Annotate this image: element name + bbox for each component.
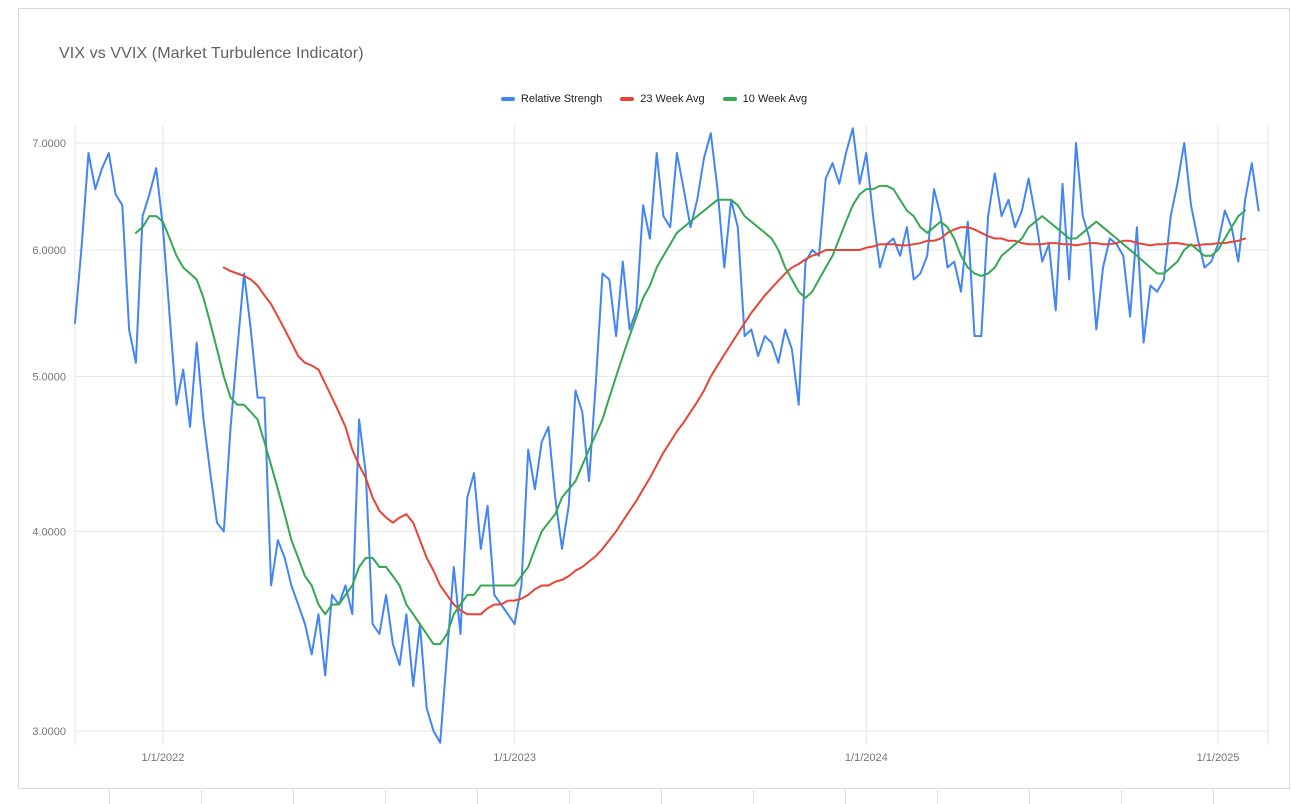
legend-swatch-red [620, 97, 635, 101]
legend-label-relative-strength: Relative Strengh [520, 93, 603, 105]
x-axis-label: 1/1/2022 [142, 752, 185, 764]
legend-item-10-week-avg[interactable]: 10 Week Avg [722, 93, 808, 105]
chart-legend: Relative Strengh 23 Week Avg 10 Week Avg [19, 93, 1289, 105]
series-line-10-week-avg [134, 184, 1247, 646]
spreadsheet-grid-row[interactable] [18, 790, 1292, 804]
y-axis-label: 3.0000 [32, 726, 66, 738]
legend-label-23-week-avg: 23 Week Avg [640, 93, 705, 105]
chart-title: VIX vs VVIX (Market Turbulence Indicator… [59, 45, 364, 62]
y-axis-label: 7.0000 [32, 138, 66, 150]
series-line-relative-strengh [74, 127, 1260, 744]
legend-swatch-green [722, 97, 737, 101]
legend-item-relative-strength[interactable]: Relative Strengh [500, 93, 603, 105]
series-line-23-week-avg [222, 226, 1247, 616]
legend-label-10-week-avg: 10 Week Avg [742, 93, 808, 105]
x-axis-label: 1/1/2024 [845, 752, 888, 764]
x-axis-label: 1/1/2025 [1197, 752, 1240, 764]
y-axis-label: 5.0000 [32, 372, 66, 384]
legend-item-23-week-avg[interactable]: 23 Week Avg [620, 93, 705, 105]
y-axis-label: 6.0000 [32, 245, 66, 257]
chart-widget[interactable]: VIX vs VVIX (Market Turbulence Indicator… [18, 8, 1290, 789]
x-axis-label: 1/1/2023 [493, 752, 536, 764]
y-axis-label: 4.0000 [32, 526, 66, 538]
legend-swatch-blue [500, 97, 515, 101]
